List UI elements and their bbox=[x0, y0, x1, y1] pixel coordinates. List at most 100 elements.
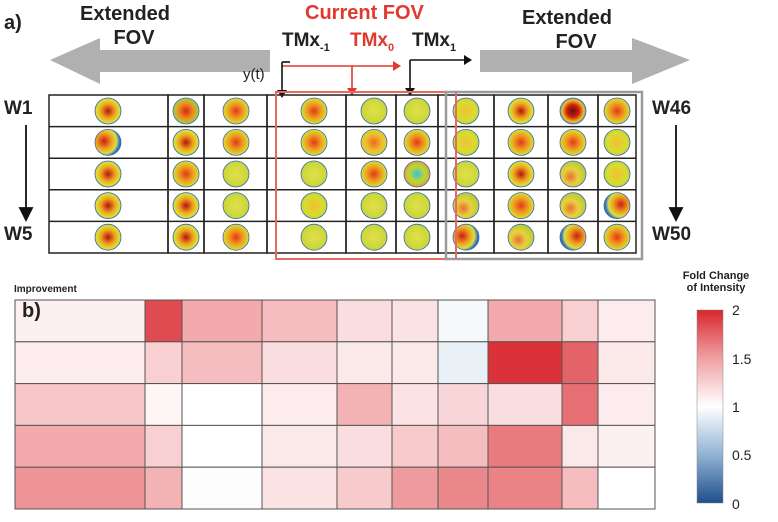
heat-cell-r2-c3 bbox=[181, 341, 263, 385]
heat-cell-r2-c6 bbox=[391, 341, 439, 385]
heat-cell-r3-c5 bbox=[336, 383, 393, 426]
intensity-map-r3-c5 bbox=[360, 160, 388, 188]
intensity-map-r5-c6 bbox=[403, 223, 431, 251]
heat-cell-r5-c8 bbox=[487, 466, 563, 510]
heat-cell-r5-c3 bbox=[181, 466, 263, 510]
heat-cell-r2-c1 bbox=[14, 341, 146, 385]
intensity-map-r5-c10 bbox=[603, 223, 631, 251]
tm-zero-arrow bbox=[282, 65, 353, 90]
tm-plus-label: TMx1 bbox=[412, 30, 456, 54]
intensity-map-r5-c7 bbox=[452, 223, 480, 251]
colorbar-tick-0: 0 bbox=[732, 496, 740, 512]
intensity-map-r1-c1 bbox=[94, 97, 122, 125]
intensity-map-r1-c8 bbox=[507, 97, 535, 125]
heat-cell-r4-c2 bbox=[144, 424, 183, 468]
right-extended-line2: FOV bbox=[555, 31, 597, 53]
heat-cell-r2-c2 bbox=[144, 341, 183, 385]
intensity-map-r3-c8 bbox=[507, 160, 535, 188]
left-extended-arrow bbox=[50, 38, 270, 84]
intensity-map-r4-c10 bbox=[603, 192, 631, 220]
heat-cell-r3-c10 bbox=[597, 383, 656, 426]
intensity-map-r2-c1 bbox=[94, 128, 122, 156]
intensity-map-r5-c8 bbox=[507, 223, 535, 251]
right-extended-arrow bbox=[480, 38, 690, 84]
tm-minus-base: TMx bbox=[282, 30, 320, 51]
current-fov-box bbox=[275, 91, 457, 260]
colorbar-title-line2: of Intensity bbox=[686, 282, 746, 294]
heat-cell-r4-c9 bbox=[561, 424, 599, 468]
colorbar bbox=[696, 309, 724, 504]
intensity-map-r4-c2 bbox=[172, 192, 200, 220]
map-grid-frame bbox=[48, 94, 637, 254]
tm-zero-label: TMx0 bbox=[350, 30, 394, 54]
intensity-map-r4-c4 bbox=[300, 192, 328, 220]
heat-cell-r5-c6 bbox=[391, 466, 439, 510]
w1-label: W1 bbox=[4, 98, 33, 119]
yt-label: y(t) bbox=[243, 66, 265, 83]
heat-cell-r1-c9 bbox=[561, 299, 599, 343]
tm-zero-base: TMx bbox=[350, 30, 388, 51]
colorbar-tick-1-5: 1.5 bbox=[732, 351, 752, 367]
w-arrows bbox=[18, 125, 684, 223]
heat-cell-r1-c5 bbox=[336, 299, 393, 343]
intensity-map-r1-c6 bbox=[403, 97, 431, 125]
panel-b-heatmap bbox=[14, 299, 724, 510]
heat-cell-r4-c6 bbox=[391, 424, 439, 468]
intensity-map-r4-c5 bbox=[360, 192, 388, 220]
intensity-map-r5-c5 bbox=[360, 223, 388, 251]
tm-minus-sub: -1 bbox=[320, 41, 330, 54]
intensity-map-r1-c3 bbox=[222, 97, 250, 125]
improvement-note: Improvement bbox=[14, 284, 77, 295]
current-fov-label: Current FOV bbox=[305, 2, 424, 24]
right-extended-line1: Extended bbox=[521, 7, 613, 29]
heat-cell-r5-c9 bbox=[561, 466, 599, 510]
heat-cell-r1-c1 bbox=[14, 299, 146, 343]
panel-a-label: a) bbox=[4, 12, 22, 34]
intensity-map-r3-c7 bbox=[452, 160, 480, 188]
intensity-map-r5-c9 bbox=[559, 223, 587, 251]
intensity-map-r2-c8 bbox=[507, 128, 535, 156]
heat-cell-r1-c7 bbox=[437, 299, 489, 343]
tm-zero-sub: 0 bbox=[388, 41, 395, 54]
intensity-map-r1-c5 bbox=[360, 97, 388, 125]
intensity-map-r4-c8 bbox=[507, 192, 535, 220]
left-extended-label: Extended FOV bbox=[70, 2, 180, 50]
intensity-map-r4-c9 bbox=[559, 192, 587, 220]
colorbar-tick-1: 1 bbox=[732, 399, 740, 415]
heat-cell-r3-c4 bbox=[261, 383, 338, 426]
heat-cell-r4-c8 bbox=[487, 424, 563, 468]
heat-cell-r5-c2 bbox=[144, 466, 183, 510]
w46-label: W46 bbox=[652, 98, 692, 119]
heat-cell-r2-c4 bbox=[261, 341, 338, 385]
w5-label: W5 bbox=[4, 224, 33, 245]
tm-plus-base: TMx bbox=[412, 30, 450, 51]
intensity-map-r4-c3 bbox=[222, 192, 250, 220]
heat-cell-r2-c9 bbox=[561, 341, 599, 385]
intensity-maps bbox=[94, 97, 631, 251]
heat-cell-r5-c4 bbox=[261, 466, 338, 510]
intensity-map-r2-c2 bbox=[172, 128, 200, 156]
heat-cell-r2-c7 bbox=[437, 341, 489, 385]
intensity-map-r3-c6 bbox=[403, 160, 431, 188]
intensity-map-r5-c1 bbox=[94, 223, 122, 251]
heat-cell-r3-c8 bbox=[487, 383, 563, 426]
colorbar-title-line1: Fold Change bbox=[682, 270, 750, 282]
colorbar-gradient bbox=[696, 309, 724, 504]
tm-minus-label: TMx-1 bbox=[282, 30, 330, 54]
intensity-map-r3-c3 bbox=[222, 160, 250, 188]
heat-cell-r3-c7 bbox=[437, 383, 489, 426]
heat-cell-r1-c8 bbox=[487, 299, 563, 343]
intensity-map-r2-c7 bbox=[452, 128, 480, 156]
intensity-map-r1-c10 bbox=[603, 97, 631, 125]
intensity-map-r2-c10 bbox=[603, 128, 631, 156]
intensity-map-r2-c3 bbox=[222, 128, 250, 156]
heat-cell-r3-c6 bbox=[391, 383, 439, 426]
heatmap-cells bbox=[14, 299, 656, 510]
left-extended-line2: FOV bbox=[113, 27, 155, 49]
heat-cell-r4-c1 bbox=[14, 424, 146, 468]
intensity-map-r1-c9 bbox=[559, 97, 587, 125]
heat-cell-r4-c7 bbox=[437, 424, 489, 468]
heat-cell-r1-c3 bbox=[181, 299, 263, 343]
intensity-map-r2-c5 bbox=[360, 128, 388, 156]
panel-a-graphics bbox=[18, 38, 690, 261]
